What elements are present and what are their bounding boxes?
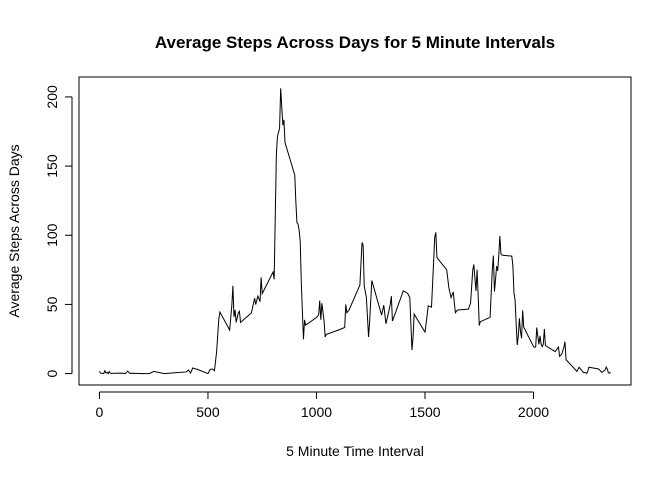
plot-box: [78, 76, 632, 386]
y-tick-label: 200: [44, 85, 60, 109]
x-tick-label: 2000: [518, 404, 549, 420]
x-tick-label: 500: [196, 404, 220, 420]
y-tick-label: 0: [44, 369, 60, 377]
x-axis-label: 5 Minute Time Interval: [286, 443, 424, 459]
x-tick-label: 1000: [301, 404, 332, 420]
y-tick-label: 100: [44, 223, 60, 247]
chart-title: Average Steps Across Days for 5 Minute I…: [155, 33, 555, 52]
y-tick-label: 150: [44, 154, 60, 178]
y-axis-label: Average Steps Across Days: [6, 144, 22, 317]
x-tick-label: 1500: [409, 404, 440, 420]
data-line: [99, 88, 611, 375]
y-tick-label: 50: [44, 296, 60, 312]
x-tick-label: 0: [96, 404, 104, 420]
